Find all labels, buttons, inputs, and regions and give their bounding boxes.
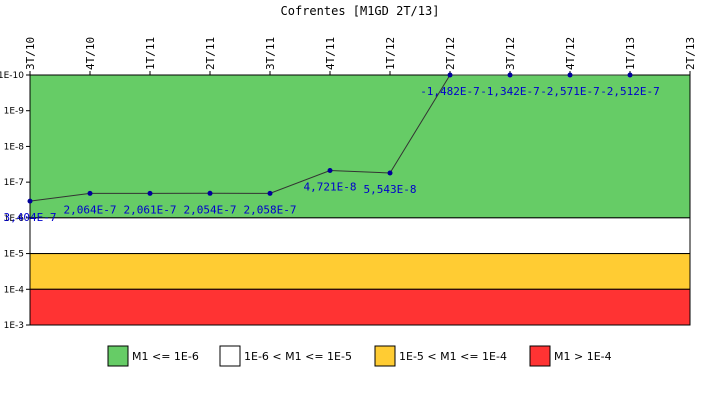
y-tick-label: 1E-10 xyxy=(0,71,24,81)
data-label: 2,061E-7 xyxy=(124,203,177,216)
legend-label: 1E-6 < M1 <= 1E-5 xyxy=(244,350,352,363)
y-tick-label: 1E-7 xyxy=(4,178,24,188)
data-label: 3,404E-7 xyxy=(4,211,57,224)
legend-swatch xyxy=(374,345,396,367)
threshold-bands xyxy=(29,74,691,326)
band-2 xyxy=(29,253,691,290)
y-tick-label: 1E-4 xyxy=(4,285,25,295)
legend-swatch xyxy=(529,345,551,367)
data-label: 2,054E-7 xyxy=(184,203,237,216)
data-point xyxy=(87,190,93,196)
y-tick-label: 1E-3 xyxy=(4,321,24,331)
data-point xyxy=(267,190,273,196)
data-point xyxy=(387,170,393,176)
x-tick-label: 1T/11 xyxy=(144,37,157,70)
series-line xyxy=(27,72,633,204)
legend-label: 1E-5 < M1 <= 1E-4 xyxy=(399,350,507,363)
legend: M1 <= 1E-6 1E-6 < M1 <= 1E-5 1E-5 < M1 <= … xyxy=(107,345,612,367)
data-label: -2,571E-7 xyxy=(540,85,600,98)
x-tick-label: 3T/10 xyxy=(24,37,37,70)
chart-title: Cofrentes [M1GD 2T/13] xyxy=(281,4,440,18)
data-point xyxy=(507,72,513,78)
x-tick-label: 3T/11 xyxy=(264,37,277,70)
data-label: -1,482E-7 xyxy=(420,85,480,98)
data-point xyxy=(447,72,453,78)
legend-swatch xyxy=(107,345,129,367)
x-tick-label: 3T/12 xyxy=(504,37,517,70)
x-tick-label: 4T/10 xyxy=(84,37,97,70)
data-point xyxy=(27,198,33,204)
data-label: 2,064E-7 xyxy=(64,203,117,216)
data-label: -1,342E-7 xyxy=(480,85,540,98)
x-tick-label: 2T/12 xyxy=(444,37,457,70)
x-axis: 3T/10 4T/10 1T/11 2T/11 3T/11 4T/11 1T/12 2T/12… xyxy=(24,37,697,75)
x-tick-label: 4T/11 xyxy=(324,37,337,70)
data-point xyxy=(147,190,153,196)
data-point xyxy=(207,190,213,196)
data-point xyxy=(327,168,333,174)
x-tick-label: 1T/13 xyxy=(624,37,637,70)
y-tick-label: 1E-6 xyxy=(4,214,25,224)
y-tick-label: 1E-9 xyxy=(4,107,25,117)
data-label: -2,512E-7 xyxy=(600,85,660,98)
x-tick-label: 2T/11 xyxy=(204,37,217,70)
band-0 xyxy=(29,74,691,219)
y-axis: 1E-10 1E-9 1E-8 1E-7 1E-6 1E-5 1E-4 1E-3 xyxy=(0,71,30,331)
data-label: 5,543E-8 xyxy=(364,183,417,196)
x-tick-label: 2T/13 xyxy=(684,37,697,70)
data-point xyxy=(567,72,573,78)
data-labels: 3,404E-7 2,064E-7 2,061E-7 2,054E-7 2,058E-7… xyxy=(4,85,660,224)
data-label: 4,721E-8 xyxy=(304,181,357,194)
legend-swatch xyxy=(219,345,241,367)
data-label: 2,058E-7 xyxy=(244,203,297,216)
x-tick-label: 4T/12 xyxy=(564,37,577,70)
y-tick-label: 1E-5 xyxy=(4,250,24,260)
legend-label: M1 > 1E-4 xyxy=(554,350,612,363)
data-point xyxy=(627,72,633,78)
band-3 xyxy=(29,288,691,326)
x-tick-label: 1T/12 xyxy=(384,37,397,70)
legend-label: M1 <= 1E-6 xyxy=(132,350,199,363)
y-tick-label: 1E-8 xyxy=(4,142,25,152)
band-1 xyxy=(29,217,691,255)
